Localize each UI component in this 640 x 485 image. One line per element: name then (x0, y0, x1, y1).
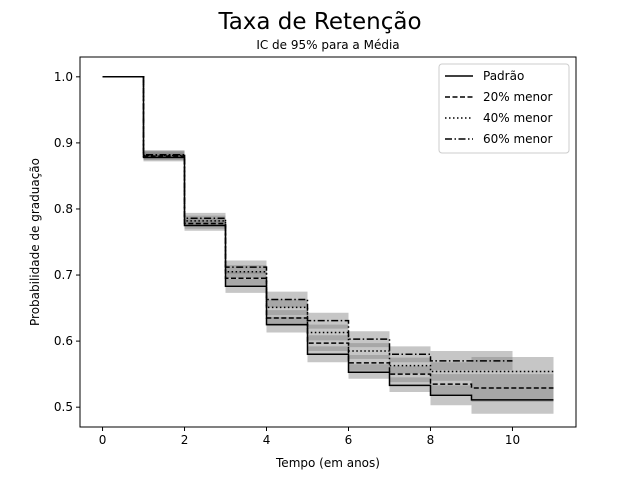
legend-box (438, 63, 570, 154)
ci-band-0 (102, 76, 554, 414)
plot-area: 0 2 4 6 8 10 0.5 0.6 0.7 0.8 0.9 1.0 (54, 56, 577, 447)
x-axis-label: Tempo (em anos) (275, 456, 380, 470)
y-tick-label: 0.7 (54, 268, 73, 282)
x-tick-label: 2 (181, 433, 189, 447)
y-tick-label: 1.0 (54, 70, 73, 84)
y-tick-label: 0.8 (54, 202, 73, 216)
chart-title: Taxa de Retenção (217, 9, 421, 35)
ci-band-1 (102, 76, 554, 402)
series-line-2 (102, 76, 554, 373)
chart-subtitle: IC de 95% para a Média (256, 38, 399, 52)
plot-frame (79, 56, 577, 428)
legend-label-2: 40% menor (483, 111, 553, 125)
x-tick-label: 6 (345, 433, 353, 447)
x-tick-label: 0 (99, 433, 107, 447)
y-tick-label: 0.6 (54, 334, 73, 348)
legend-label-3: 60% menor (483, 132, 553, 146)
legend-label-1: 20% menor (483, 90, 553, 104)
y-tick-label: 0.5 (54, 400, 73, 414)
x-tick-label: 4 (263, 433, 271, 447)
legend-label-0: Padrão (483, 69, 524, 83)
x-tick-label: 8 (427, 433, 435, 447)
x-tick-label: 10 (505, 433, 520, 447)
legend: Padrão 20% menor 40% menor 60% menor (438, 63, 570, 154)
y-axis-label: Probabilidade de graduação (28, 158, 42, 326)
y-tick-label: 0.9 (54, 136, 73, 150)
